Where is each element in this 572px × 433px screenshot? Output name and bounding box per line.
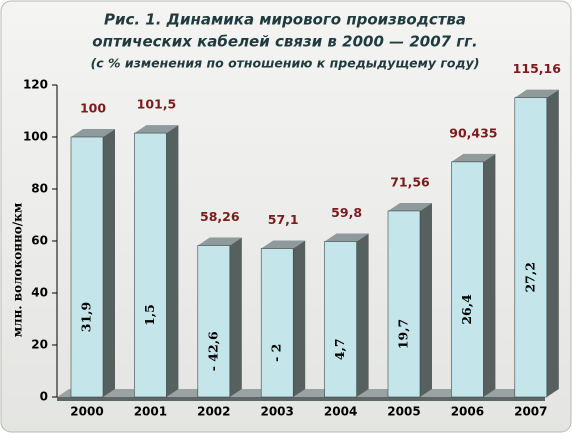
change-label: 27,2 (522, 262, 537, 292)
bar (197, 245, 231, 398)
value-label: 100 (80, 101, 106, 116)
bar-side (483, 153, 496, 397)
x-tick-label: 2003 (260, 405, 293, 419)
bar (134, 132, 167, 398)
chart-title: Рис. 1. Динамика мирового производства (104, 11, 466, 29)
value-label: 90,435 (449, 125, 497, 140)
floor-edge (57, 397, 545, 401)
change-label: 4,7 (332, 338, 347, 360)
y-tick-label: 40 (31, 286, 48, 300)
x-tick-label: 2006 (451, 405, 484, 419)
bar-side (293, 240, 306, 397)
change-label: - 2 (269, 344, 284, 362)
value-label: 58,26 (200, 209, 240, 224)
bar-top (197, 237, 242, 246)
bar-top (514, 89, 559, 98)
bar (324, 241, 357, 398)
y-tick-label: 120 (23, 78, 48, 92)
x-tick-label: 2002 (197, 405, 230, 419)
x-tick-label: 2004 (324, 405, 357, 419)
bar-top (324, 233, 369, 242)
value-label: 115,16 (513, 61, 562, 76)
bar-top (134, 125, 179, 134)
bar-top (451, 153, 496, 162)
y-tick-label: 100 (23, 130, 48, 144)
bar-top (71, 129, 115, 137)
bar (387, 210, 421, 398)
y-tick-label: 0 (40, 390, 48, 404)
change-label: - 42,6 (205, 331, 220, 371)
change-label: 26,4 (459, 294, 474, 325)
floor (57, 389, 557, 397)
y-tick-label: 20 (31, 338, 48, 352)
y-tick-label: 80 (31, 182, 48, 196)
x-tick-label: 2007 (514, 405, 547, 419)
value-label: 101,5 (137, 97, 177, 112)
bar (260, 248, 294, 398)
change-label: 31,9 (79, 302, 94, 332)
bar-side (546, 89, 559, 398)
bar-top (388, 202, 432, 211)
bar-side (103, 129, 115, 397)
change-label: 19,7 (396, 319, 411, 349)
x-tick-label: 2001 (134, 405, 167, 419)
y-tick-label: 60 (31, 234, 48, 248)
x-tick-label: 2005 (387, 405, 420, 419)
change-label: 1,5 (142, 304, 157, 326)
bar-side (229, 237, 242, 397)
y-axis-label: млн. волоконно/км (11, 202, 25, 337)
bar-side (420, 202, 432, 397)
bar-side (166, 125, 179, 397)
bar (514, 97, 548, 398)
bar (451, 161, 484, 398)
chart-title: оптических кабелей связи в 2000 — 2007 г… (92, 33, 477, 51)
value-label: 71,56 (390, 174, 430, 189)
bar-side (356, 233, 369, 397)
value-label: 59,8 (331, 205, 362, 220)
chart-subtitle: (с % изменения по отношению к предыдущем… (91, 56, 480, 71)
bar (70, 136, 104, 398)
bar-top (261, 240, 306, 249)
value-label: 57,1 (268, 212, 299, 227)
x-tick-label: 2000 (70, 405, 103, 419)
